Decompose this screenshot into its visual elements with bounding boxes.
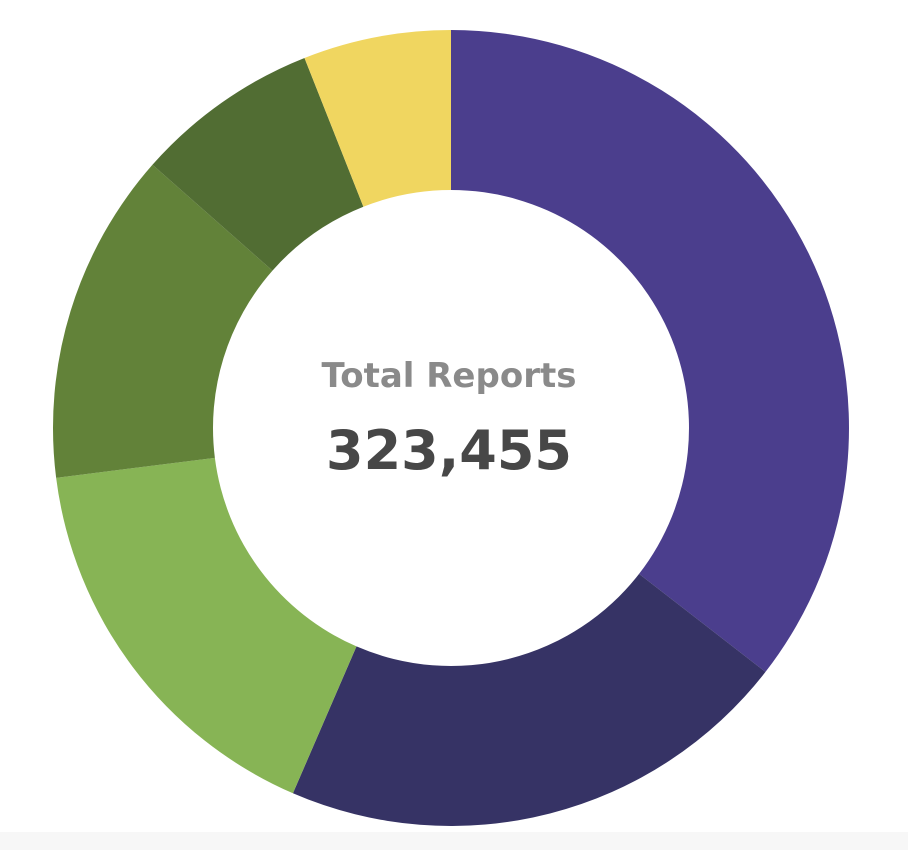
- donut-slice-1: [451, 30, 849, 672]
- donut-slice-2: [292, 573, 766, 827]
- donut-slices: [53, 30, 849, 827]
- bottom-strip: [0, 832, 908, 850]
- donut-slice-5: [152, 57, 364, 271]
- center-value: 323,455: [326, 419, 572, 482]
- donut-slice-3: [56, 457, 357, 794]
- donut-slice-4: [53, 164, 273, 478]
- center-title: Total Reports: [322, 356, 577, 396]
- donut-slice-6: [304, 30, 451, 207]
